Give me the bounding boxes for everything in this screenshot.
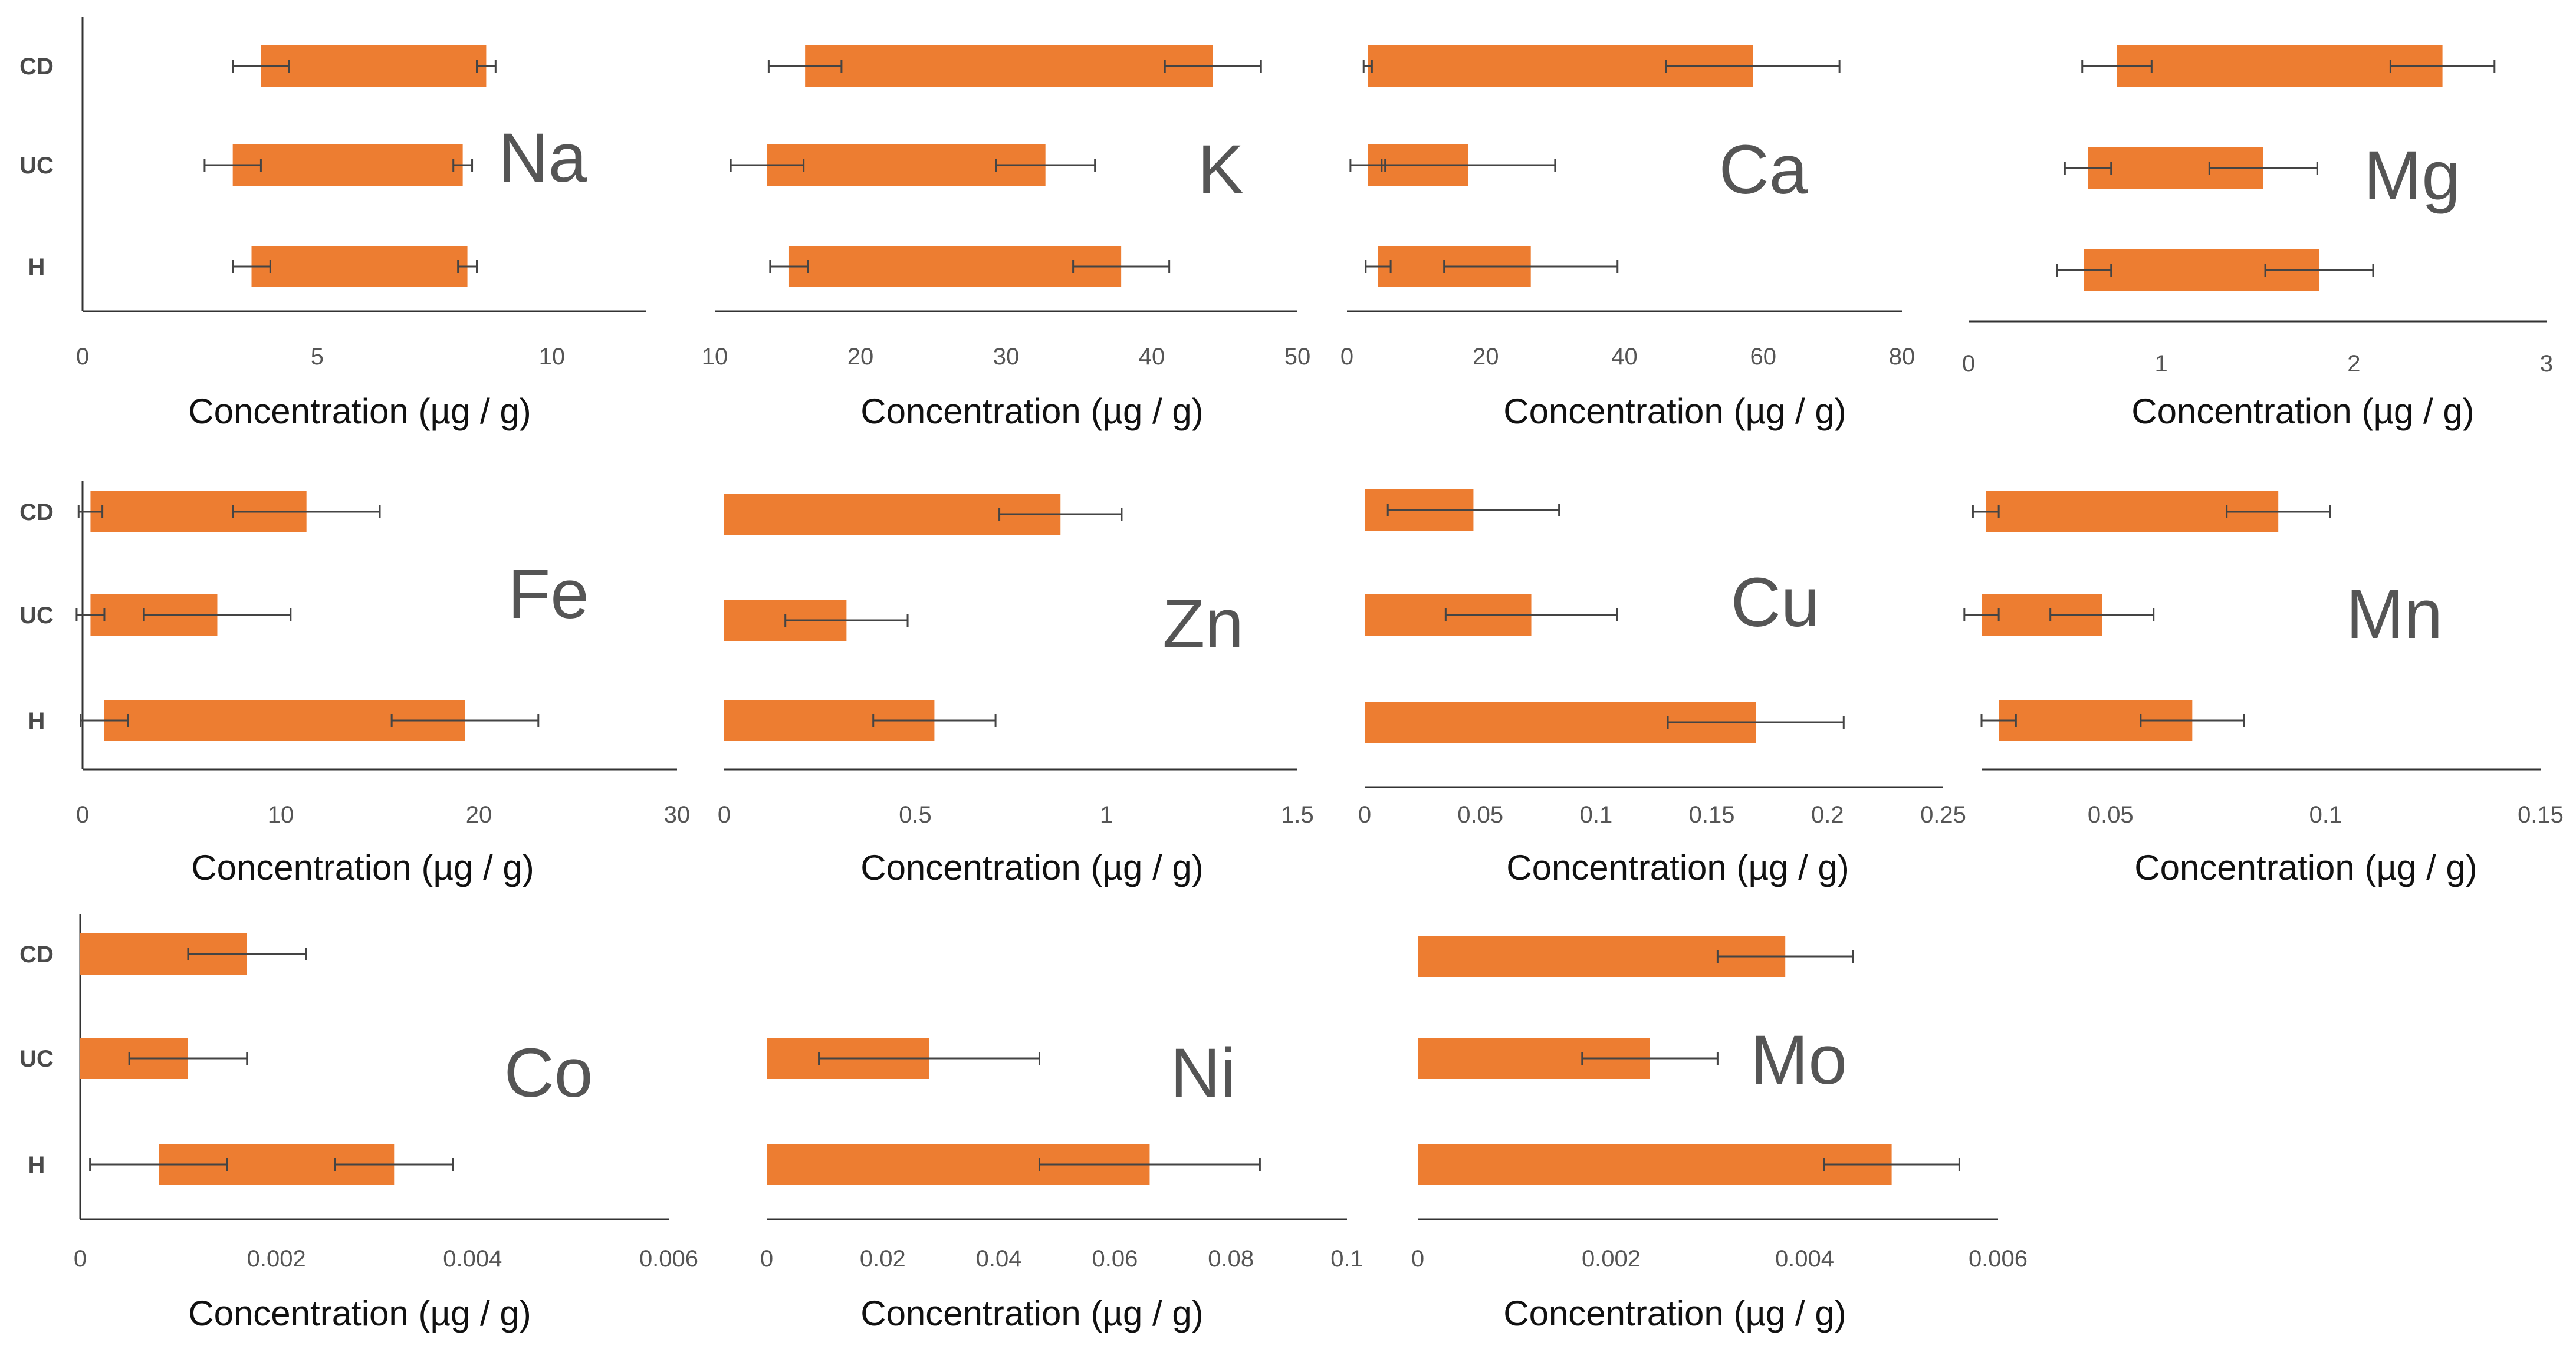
tick-label-ca: 40 [1611,344,1638,370]
tick-label-k: 50 [1284,344,1311,370]
tick-label-na: 0 [76,344,89,370]
tick-label-cu: 0.2 [1811,802,1844,828]
tick-label-mg: 0 [1962,351,1975,377]
tick-label-cu: 0.05 [1457,802,1503,828]
x-axis-label-zn: Concentration (µg / g) [860,848,1204,887]
panel-na: CD UC H 0 5 10 Concentration (µg / g) Na [19,17,646,431]
chart-title-ni: Ni [1170,1034,1236,1112]
tick-label-cu: 0.1 [1580,802,1613,828]
tick-label-k: 10 [702,344,728,370]
chart-title-cu: Cu [1731,564,1820,641]
tick-label-ni: 0.1 [1330,1246,1363,1272]
x-axis-label-ca: Concentration (µg / g) [1503,392,1846,431]
tick-label-k: 30 [993,344,1020,370]
tick-label-ni: 0 [760,1246,773,1272]
tick-label-ni: 0.04 [976,1246,1022,1272]
tick-label-mo: 0 [1411,1246,1424,1272]
tick-label-zn: 0.5 [899,802,932,828]
tick-label-cu: 0.25 [1920,802,1966,828]
tick-label-ni: 0.08 [1208,1246,1254,1272]
x-axis-label-co: Concentration (µg / g) [188,1294,531,1333]
tick-label-mo: 0.006 [1969,1246,2028,1272]
tick-label-fe: 0 [76,802,89,828]
tick-label-co: 0.004 [443,1246,502,1272]
tick-label-mn: 0.1 [2309,802,2342,828]
chart-title-fe: Fe [508,555,589,633]
panel-mn: 0.05 0.1 0.15 Concentration (µg / g) Mn [1963,491,2564,887]
tick-label-mg: 3 [2540,351,2553,377]
tick-label-zn: 0 [718,802,731,828]
tick-label-na: 5 [311,344,324,370]
bar-na-uc [232,144,463,186]
chart-title-mg: Mg [2364,137,2460,215]
panel-fe: CD UC H 0 10 20 30 Concentration (µg / g) Fe [19,481,690,887]
tick-label-fe: 30 [664,802,691,828]
panel-zn: 0 0.5 1 1.5 Concentration (µg / g) Zn [718,494,1314,887]
chart-title-zn: Zn [1162,585,1244,663]
tick-label-mg: 1 [2155,351,2168,377]
category-label-uc: UC [19,153,54,179]
x-axis-label-cu: Concentration (µg / g) [1506,848,1849,887]
tick-label-ni: 0.06 [1092,1246,1138,1272]
panel-ni: 0 0.02 0.04 0.06 0.08 0.1 Concentration (µg / … [760,1034,1363,1333]
bar-mo-h [1418,1144,1892,1185]
tick-label-co: 0.002 [247,1246,306,1272]
bar-na-h [251,246,468,287]
bar-mg-cd [2117,45,2443,87]
tick-label-ca: 80 [1889,344,1915,370]
category-label-h: H [28,254,45,280]
bar-k-h [788,246,1122,287]
tick-label-mo: 0.004 [1775,1246,1834,1272]
panel-ca: 0 20 40 60 80 Concentration (µg / g) Ca [1340,45,1915,431]
x-axis-label-mn: Concentration (µg / g) [2134,848,2478,887]
tick-label-zn: 1 [1100,802,1113,828]
tick-label-na: 10 [539,344,566,370]
panel-co: CD UC H 0 0.002 0.004 0.006 Concentration (µg /… [19,914,698,1333]
x-axis-label-mg: Concentration (µg / g) [2131,392,2475,431]
x-axis-label-mo: Concentration (µg / g) [1503,1294,1846,1333]
tick-label-mn: 0.15 [2518,802,2564,828]
tick-label-mo: 0.002 [1582,1246,1641,1272]
category-label-cd: CD [19,54,54,80]
tick-label-ca: 20 [1473,344,1499,370]
tick-label-ca: 60 [1750,344,1777,370]
tick-label-ni: 0.02 [860,1246,906,1272]
tick-label-fe: 20 [466,802,492,828]
bar-k-cd [805,45,1213,87]
x-axis-label-k: Concentration (µg / g) [860,392,1204,431]
category-label-cd: CD [19,499,54,525]
panel-k: 10 20 30 40 50 Concentration (µg / g) K [702,45,1311,431]
category-label-cd: CD [19,942,54,968]
panel-mo: 0 0.002 0.004 0.006 Concentration (µg / g) Mo [1411,936,2028,1333]
tick-label-fe: 10 [268,802,294,828]
tick-label-co: 0.006 [639,1246,698,1272]
chart-title-ca: Ca [1719,131,1808,209]
tick-label-mn: 0.05 [2088,802,2134,828]
tick-label-cu: 0.15 [1689,802,1735,828]
x-axis-label-fe: Concentration (µg / g) [191,848,534,887]
category-label-uc: UC [19,603,54,629]
tick-label-k: 40 [1139,344,1165,370]
chart-title-mo: Mo [1750,1021,1847,1099]
category-label-uc: UC [19,1046,54,1072]
panel-mg: 0 1 2 3 Concentration (µg / g) Mg [1962,45,2553,431]
bar-na-cd [261,45,487,87]
chart-title-k: K [1198,131,1244,209]
tick-label-co: 0 [74,1246,87,1272]
category-label-h: H [28,1152,45,1178]
x-axis-label-na: Concentration (µg / g) [188,392,531,431]
tick-label-ca: 0 [1340,344,1353,370]
x-axis-label-ni: Concentration (µg / g) [860,1294,1204,1333]
tick-label-zn: 1.5 [1281,802,1314,828]
panel-cu: 0 0.05 0.1 0.15 0.2 0.25 Concentration (µg / g… [1358,489,1966,887]
tick-label-k: 20 [847,344,874,370]
chart-title-co: Co [504,1034,593,1112]
tick-label-cu: 0 [1358,802,1371,828]
category-label-h: H [28,708,45,734]
tick-label-mg: 2 [2347,351,2360,377]
chart-title-mn: Mn [2346,575,2443,653]
chart-title-na: Na [498,119,587,197]
